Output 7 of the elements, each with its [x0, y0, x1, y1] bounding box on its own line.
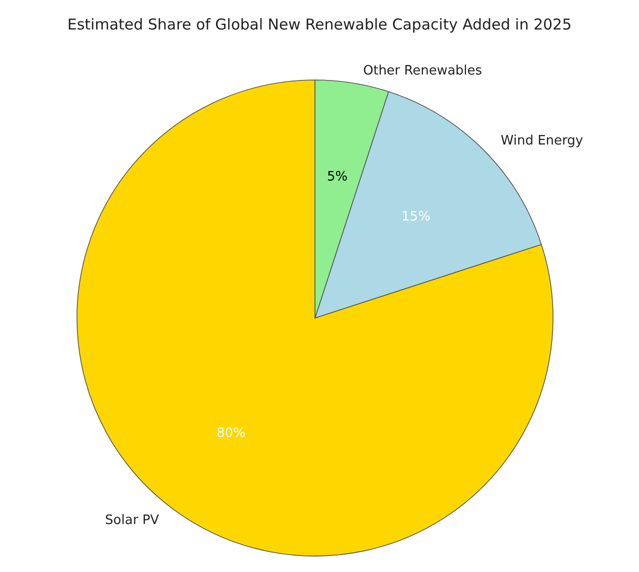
data-label: 5% [327, 169, 348, 184]
slice-label: Wind Energy [500, 134, 584, 149]
slice-label: Solar PV [105, 512, 160, 528]
slice-label: Other Renewables [363, 64, 482, 79]
data-label: 80% [216, 426, 246, 442]
chart-title: Estimated Share of Global New Renewable Capacity Added in 2025 [67, 16, 572, 34]
data-label: 15% [402, 210, 430, 225]
